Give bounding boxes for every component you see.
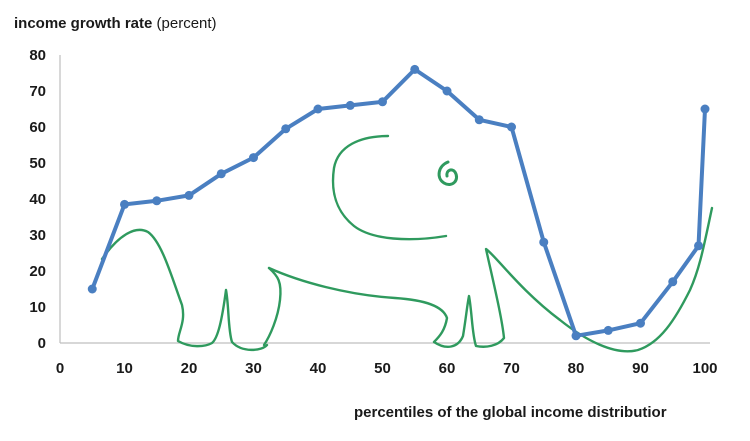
x-tick-label: 70 [503, 360, 520, 377]
data-point [249, 153, 258, 163]
elephant-hind-leg-left [262, 266, 282, 347]
data-point [539, 237, 549, 247]
y-tick-labels: 0 10 20 30 40 50 60 70 80 [29, 47, 46, 352]
y-tick-label: 70 [29, 83, 46, 100]
svg-text:income growth rate (perc: income growth rate (percent) [14, 15, 217, 32]
data-point [636, 318, 645, 328]
data-point [120, 199, 129, 209]
y-tick-label: 60 [29, 119, 46, 136]
y-axis-label: income growth rate [14, 15, 152, 32]
y-tick-label: 0 [38, 335, 46, 352]
elephant-belly-and-front-legs [267, 206, 714, 353]
x-tick-label: 90 [632, 360, 649, 377]
x-axis-label: percentiles of the global income distrib… [354, 404, 667, 421]
data-point [378, 97, 387, 107]
x-tick-label: 60 [439, 360, 456, 377]
y-tick-label: 30 [29, 227, 46, 244]
x-tick-label: 100 [692, 360, 717, 377]
elephant-ear [331, 134, 448, 241]
series-layer [87, 64, 710, 341]
data-point [216, 169, 226, 179]
data-point [700, 104, 710, 114]
data-point [474, 115, 484, 125]
data-point [313, 104, 323, 114]
data-point [345, 100, 355, 110]
data-point [281, 124, 291, 134]
x-tick-label: 40 [310, 360, 327, 377]
y-tick-label: 20 [29, 263, 46, 280]
data-point [694, 241, 704, 251]
x-tick-label: 80 [568, 360, 585, 377]
y-axis-unit: (percent) [157, 15, 217, 32]
y-tick-label: 50 [29, 155, 46, 172]
y-axis-title: income growth rate (percent) [14, 15, 217, 32]
data-point [668, 277, 678, 287]
data-point [442, 86, 452, 96]
series-line [90, 67, 707, 338]
x-tick-label: 30 [245, 360, 262, 377]
hand-drawn-elephant-overlay [100, 134, 714, 353]
x-tick-labels: 0 10 20 30 40 50 60 70 80 90 100 [56, 360, 718, 377]
x-tick-label: 10 [116, 360, 133, 377]
x-tick-label: 0 [56, 360, 64, 377]
data-point [507, 122, 516, 132]
data-point [184, 190, 194, 200]
y-tick-label: 40 [29, 191, 46, 208]
data-point [410, 64, 420, 74]
y-tick-label: 10 [29, 299, 46, 316]
elephant-eye [437, 160, 459, 187]
elephant-back-leg-and-tail [100, 228, 269, 352]
data-point [571, 331, 581, 341]
x-tick-label: 50 [374, 360, 391, 377]
data-point [87, 284, 97, 294]
data-point [603, 325, 613, 335]
y-tick-label: 80 [29, 47, 46, 64]
data-point [152, 196, 162, 206]
x-tick-label: 20 [181, 360, 198, 377]
